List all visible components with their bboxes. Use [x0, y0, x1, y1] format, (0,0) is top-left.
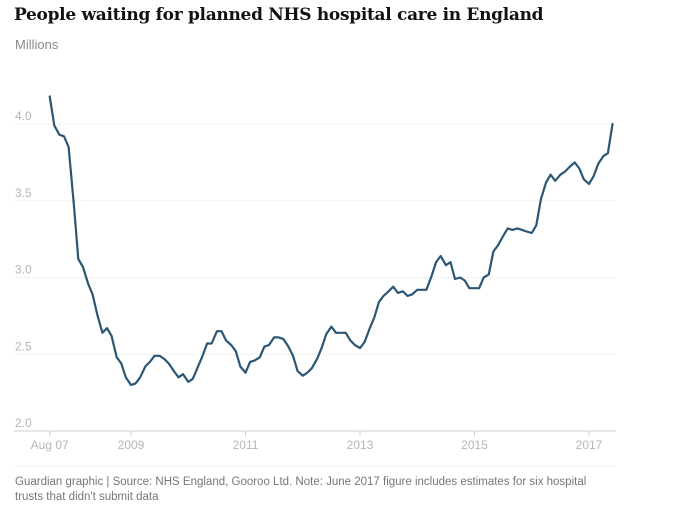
- y-tick-label: 2.0: [15, 416, 32, 430]
- x-tick-label: 2009: [118, 438, 145, 452]
- series-line-waiting-list: [48, 95, 614, 387]
- y-axis-unit-label: Millions: [15, 37, 59, 52]
- y-tick-label: 3.0: [15, 263, 32, 277]
- y-axis: 2.0 2.5 3.0 3.5 4.0: [15, 109, 32, 430]
- x-tick-label: 2013: [347, 438, 374, 452]
- x-tick-label: 2015: [461, 438, 488, 452]
- x-tick-label: Aug 07: [31, 438, 69, 452]
- x-axis: Aug 07 2009 2011 2013 2015 2017: [31, 431, 603, 452]
- y-tick-label: 2.5: [15, 339, 32, 353]
- x-tick-label: 2017: [576, 438, 603, 452]
- chart-title: People waiting for planned NHS hospital …: [14, 5, 544, 25]
- y-tick-label: 3.5: [15, 186, 32, 200]
- x-tick-label: 2011: [233, 438, 259, 452]
- y-tick-label: 4.0: [15, 109, 32, 123]
- source-note: Guardian graphic | Source: NHS England, …: [15, 476, 587, 503]
- gridlines: [14, 123, 616, 355]
